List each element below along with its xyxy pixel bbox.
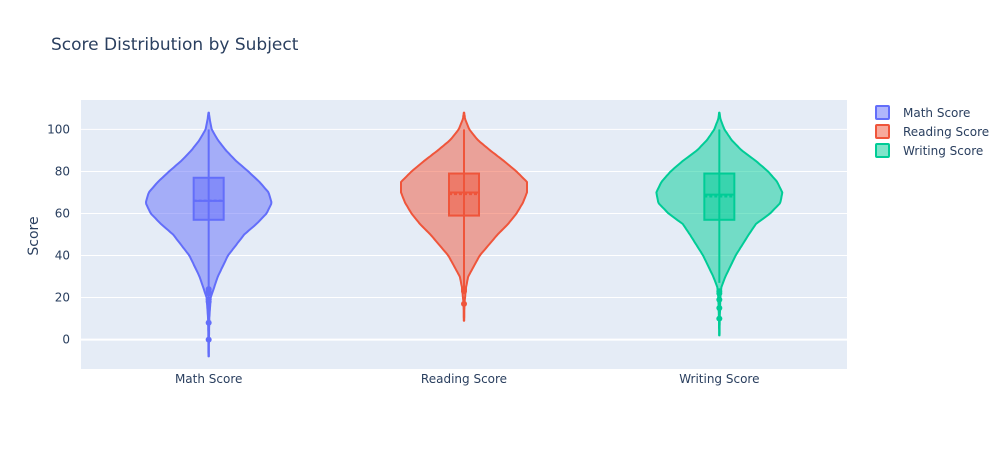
outlier-point <box>716 288 723 295</box>
outlier-point <box>716 315 723 322</box>
x-tick-label: Reading Score <box>421 372 507 386</box>
violin-box <box>192 176 225 221</box>
legend-label: Math Score <box>903 106 970 120</box>
legend[interactable]: Math Score Reading Score Writing Score <box>875 105 989 158</box>
outlier-point <box>716 305 723 312</box>
legend-item[interactable]: Math Score <box>875 105 970 120</box>
y-axis-title: Score <box>26 216 42 255</box>
chart-title: Score Distribution by Subject <box>51 35 299 55</box>
x-tick-labels: Math Score Reading Score Writing Score <box>175 372 760 386</box>
y-tick-labels: 0 20 40 60 80 100 <box>47 122 70 346</box>
legend-label: Writing Score <box>903 144 983 158</box>
outlier-point <box>461 286 467 293</box>
y-tick-label: 80 <box>55 164 70 178</box>
outlier-point <box>205 296 212 303</box>
outlier-point <box>461 300 467 307</box>
x-tick-label: Math Score <box>175 372 242 386</box>
legend-swatch <box>875 124 890 139</box>
y-tick-label: 0 <box>62 333 70 347</box>
y-tick-label: 100 <box>47 122 70 136</box>
y-tick-label: 60 <box>55 206 70 220</box>
y-tick-label: 20 <box>55 291 70 305</box>
outlier-point <box>205 336 212 343</box>
outlier-point <box>205 286 212 293</box>
legend-item[interactable]: Writing Score <box>875 143 983 158</box>
violin-writing-score[interactable] <box>655 111 784 337</box>
x-tick-label: Writing Score <box>679 372 759 386</box>
violin-reading-score[interactable] <box>400 111 528 322</box>
y-tick-label: 40 <box>55 249 70 263</box>
violins <box>145 111 784 358</box>
legend-item[interactable]: Reading Score <box>875 124 989 139</box>
legend-label: Reading Score <box>903 125 989 139</box>
legend-swatch <box>875 105 890 120</box>
violin-math-score[interactable] <box>145 111 273 358</box>
outlier-point <box>205 319 212 326</box>
legend-swatch <box>875 143 890 158</box>
outlier-point <box>716 296 723 303</box>
